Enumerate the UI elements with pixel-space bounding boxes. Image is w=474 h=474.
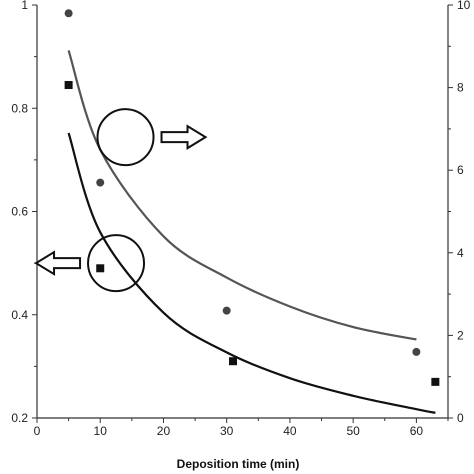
y-right-tick-label: 8 [457,81,464,95]
y-right-tick-label: 2 [457,328,464,342]
fit-curves [67,50,436,414]
right-arrow-icon [160,124,208,150]
x-tick-label: 30 [220,424,234,438]
y-left-tick-label: 1 [21,0,28,12]
data-point-square [96,264,105,273]
x-axis-title: Deposition time (min) [177,457,300,471]
data-point-circle [222,306,231,315]
data-point-square [431,377,440,386]
data-point-circle [64,9,73,18]
data-point-square [229,357,238,366]
x-tick-label: 20 [157,424,171,438]
y-right-tick-label: 10 [457,0,471,12]
left-axis-highlight-circle [87,234,146,293]
y-right-tick-label: 0 [457,411,464,425]
fit-curve-left-axis [67,132,436,414]
y-right-tick-label: 6 [457,163,464,177]
x-tick-label: 50 [346,424,360,438]
annotations [34,108,208,293]
y-left-tick-label: 0.4 [11,308,28,322]
data-point-square [64,81,73,90]
data-points [64,9,440,386]
axes [32,4,453,423]
y-right-tick-label: 4 [457,246,464,260]
x-tick-label: 40 [283,424,297,438]
right-axis-highlight-circle [96,108,155,167]
data-point-circle [96,178,105,187]
x-tick-label: 10 [94,424,108,438]
fit-curve-right-axis [67,50,417,341]
x-tick-label: 60 [410,424,424,438]
data-point-circle [412,347,421,356]
y-left-tick-label: 0.2 [11,411,28,425]
x-tick-label: 0 [34,424,41,438]
y-left-tick-label: 0.8 [11,101,28,115]
y-left-tick-label: 0.6 [11,205,28,219]
left-arrow-icon [34,250,82,276]
